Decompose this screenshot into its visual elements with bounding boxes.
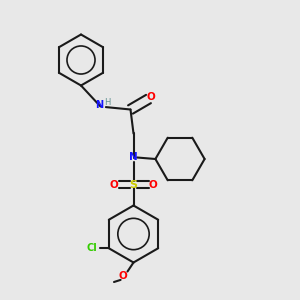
Text: O: O	[110, 179, 118, 190]
Text: H: H	[104, 98, 110, 107]
Text: S: S	[130, 179, 137, 190]
Text: O: O	[148, 179, 158, 190]
Text: N: N	[129, 152, 138, 163]
Text: Cl: Cl	[87, 243, 98, 253]
Text: O: O	[146, 92, 155, 103]
Text: N: N	[95, 100, 103, 110]
Text: O: O	[118, 271, 127, 281]
